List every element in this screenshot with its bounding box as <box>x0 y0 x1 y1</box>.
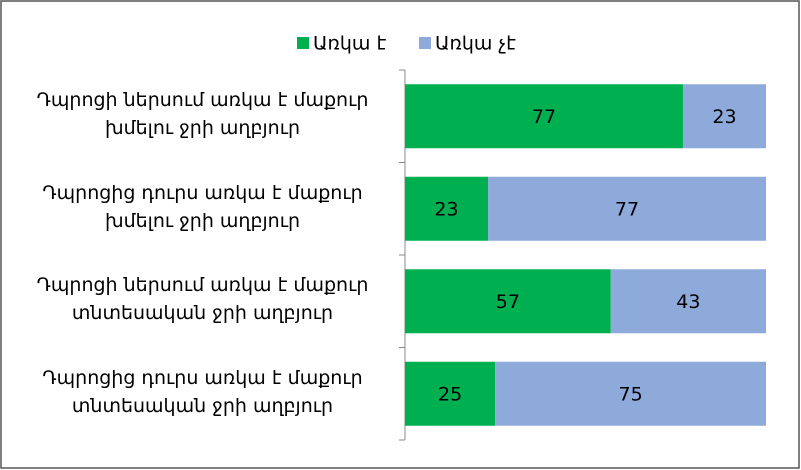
legend-label: Առկա է <box>313 33 386 55</box>
data-label: 23 <box>712 106 736 128</box>
data-label: 77 <box>532 106 556 128</box>
category-label: Դպրոցից դուրս առկա է մաքուր տնտեսական ջր… <box>42 366 363 417</box>
data-label: 25 <box>438 383 462 405</box>
legend-label: Առկա չէ <box>435 33 516 55</box>
bar-segment <box>405 176 489 241</box>
category-label: Դպրոցի ներսում առկա է մաքուր խմելու ջրի … <box>36 89 369 140</box>
data-label: 23 <box>434 198 458 220</box>
bar-segment <box>405 269 611 334</box>
bar-segment <box>488 176 766 241</box>
data-label: 75 <box>619 383 643 405</box>
data-label: 77 <box>615 198 639 220</box>
category-label: Դպրոցից դուրս առկա է մաքուր խմելու ջրի ա… <box>42 181 363 232</box>
legend-swatch <box>297 37 309 49</box>
bar-segment <box>495 361 766 426</box>
data-label: 57 <box>496 291 520 313</box>
bar-segment <box>682 84 766 149</box>
bar-segment <box>405 361 496 426</box>
legend-swatch <box>419 37 431 49</box>
data-label: 43 <box>676 291 700 313</box>
category-label: Դպրոցի ներսում առկա է մաքուր տնտեսական ջ… <box>36 274 369 325</box>
bar-segment <box>610 269 766 334</box>
bar-segment <box>405 84 683 149</box>
